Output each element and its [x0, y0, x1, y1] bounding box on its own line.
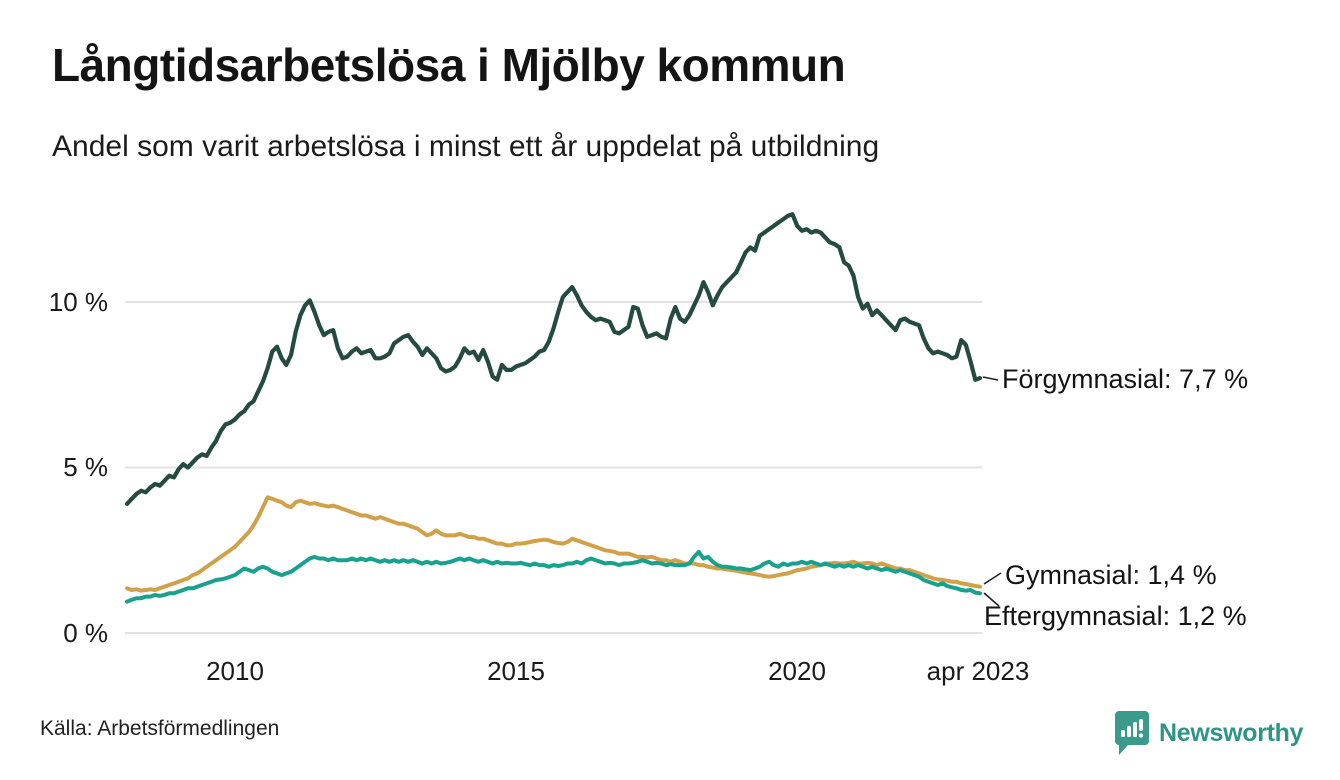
- chart-title: Långtidsarbetslösa i Mjölby kommun: [52, 39, 846, 91]
- connector-eftergymnasial: [983, 592, 1000, 607]
- series-end-label-gymnasial: Gymnasial: 1,4 %: [1005, 560, 1217, 590]
- y-tick-10pct: 10 %: [48, 287, 108, 317]
- x-tick-2015: 2015: [487, 656, 545, 686]
- connector-gymnasial: [983, 572, 1002, 585]
- newsworthy-wordmark: Newsworthy: [1159, 718, 1304, 747]
- x-tick-2020: 2020: [768, 656, 826, 686]
- series-end-label-forgymnasial: Förgymnasial: 7,7 %: [1002, 364, 1249, 394]
- gridlines: [125, 301, 982, 634]
- series-line-gymnasial: [125, 495, 982, 593]
- series-line-eftergymnasial: [125, 549, 982, 604]
- y-tick-5pct: 5 %: [63, 452, 108, 482]
- newsworthy-bubble-icon: [1115, 711, 1149, 755]
- x-tick-apr-2023: apr 2023: [926, 656, 1030, 686]
- y-tick-0pct: 0 %: [63, 618, 108, 648]
- connector-forgymnasial: [982, 376, 999, 381]
- series-line-forgymnasial: [124, 212, 983, 506]
- series-end-label-eftergymnasial: Eftergymnasial: 1,2 %: [984, 601, 1247, 631]
- newsworthy-logo: Newsworthy: [1113, 708, 1304, 758]
- label-connectors: [982, 376, 1002, 607]
- source-note: Källa: Arbetsförmedlingen: [40, 717, 280, 740]
- chart-subtitle: Andel som varit arbetslösa i minst ett å…: [52, 130, 880, 163]
- x-tick-2010: 2010: [206, 656, 264, 686]
